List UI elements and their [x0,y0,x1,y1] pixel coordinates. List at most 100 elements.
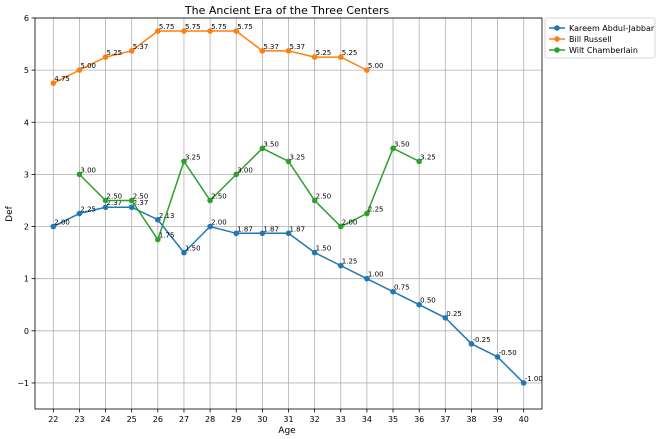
data-point [364,275,370,282]
x-tick-label: 23 [74,415,84,424]
data-point [181,158,187,165]
data-label: 3.50 [394,140,410,148]
data-label: 5.75 [237,23,253,31]
data-point [364,67,370,73]
data-label: 1.50 [185,245,201,253]
y-axis-label: Def [5,205,15,221]
data-label: 2.25 [368,206,384,214]
data-point [311,54,318,60]
data-label: 5.37 [290,43,306,51]
x-tick-label: 30 [257,415,267,424]
data-label: 4.75 [54,75,70,83]
series-line [78,147,420,242]
data-point [102,54,109,60]
y-tick-label: 1 [24,275,29,284]
series-kareem-abdul-jabbar: 2.00 2.25 2.37 2.37 2.13 1.50 2.00 1.87 1.87 1.87… [50,199,543,386]
legend-item: Kareem Abdul-Jabbar [549,24,655,33]
data-point [233,230,240,237]
legend-marker [554,36,560,42]
data-point [102,197,109,204]
x-tick-label: 31 [283,415,293,424]
data-point [285,48,292,54]
data-point [442,314,449,321]
data-label: 0.25 [446,310,462,318]
data-label: 5.75 [211,23,227,31]
legend-box [544,17,656,59]
data-point [233,28,240,34]
data-point [128,204,135,211]
data-point [155,236,161,243]
y-tick-label: 3 [24,170,29,179]
data-point [128,48,135,54]
y-tick-label: 0 [24,327,29,336]
x-tick-label: 27 [179,415,189,424]
data-point [494,354,501,360]
data-point [390,288,396,295]
data-point [520,380,527,386]
data-point [128,197,135,204]
x-tick-label: 32 [310,415,320,424]
data-label: 3.00 [237,166,253,174]
data-point [416,301,422,308]
data-label: 1.00 [368,271,384,279]
series-wilt-chamberlain: 3.00 2.50 2.50 1.75 3.25 2.50 3.00 3.50 3.25 2.50… [76,140,436,243]
data-label: 2.00 [342,219,358,227]
data-label: 2.50 [133,192,149,200]
data-point [364,210,370,217]
data-point [259,48,266,54]
data-point [259,230,266,237]
data-label: 1.87 [290,225,306,233]
data-point [285,230,292,237]
data-label: 5.25 [316,49,332,57]
y-axis: −1 0 1 2 3 4 5 6 [17,14,35,388]
data-label: 0.50 [420,297,436,305]
data-label: 2.00 [54,219,70,227]
data-point [337,54,344,60]
data-label: 1.25 [342,258,358,266]
data-label: -0.50 [499,349,517,357]
x-tick-label: 36 [414,415,424,424]
x-tick-label: 24 [100,415,110,424]
data-point [311,197,318,204]
x-tick-label: 33 [336,415,346,424]
data-label: 2.37 [133,199,149,207]
data-point [468,341,475,347]
x-tick-label: 26 [153,415,163,424]
x-tick-label: 34 [362,415,372,424]
grid [35,17,542,409]
x-tick-label: 35 [388,415,398,424]
chart-title: The Ancient Era of the Three Centers [184,4,389,17]
data-label: 1.87 [237,225,253,233]
data-label: 5.00 [80,62,96,70]
data-point [233,171,240,178]
data-point [285,158,292,165]
y-tick-label: −1 [17,379,29,388]
data-label: 3.25 [420,153,436,161]
data-label: 2.00 [211,219,227,227]
y-tick-label: 4 [24,118,29,127]
data-label: 1.87 [263,225,279,233]
legend-item: Wilt Chamberlain [549,46,638,55]
data-label: 0.75 [394,284,410,292]
data-point [76,210,83,217]
data-point [259,145,266,152]
legend-marker [554,25,560,31]
data-label: 5.37 [263,43,279,51]
legend-label: Kareem Abdul-Jabbar [569,24,655,33]
data-label: 5.25 [107,49,123,57]
data-point [207,28,213,34]
data-label: 3.25 [290,153,306,161]
x-tick-label: 39 [492,415,502,424]
data-label: 2.50 [107,192,123,200]
data-point [76,171,83,178]
legend-label: Wilt Chamberlain [569,46,638,55]
data-label: 2.25 [80,206,96,214]
series-group: 2.00 2.25 2.37 2.37 2.13 1.50 2.00 1.87 1.87 1.87… [50,23,543,386]
data-point [50,80,57,86]
data-point [181,28,187,34]
data-label: 5.75 [159,23,175,31]
data-point [337,262,344,269]
series-bill-russell: 4.75 5.00 5.25 5.37 5.75 5.75 5.75 5.75 5.37 5.37… [50,23,383,86]
data-point [155,216,161,223]
